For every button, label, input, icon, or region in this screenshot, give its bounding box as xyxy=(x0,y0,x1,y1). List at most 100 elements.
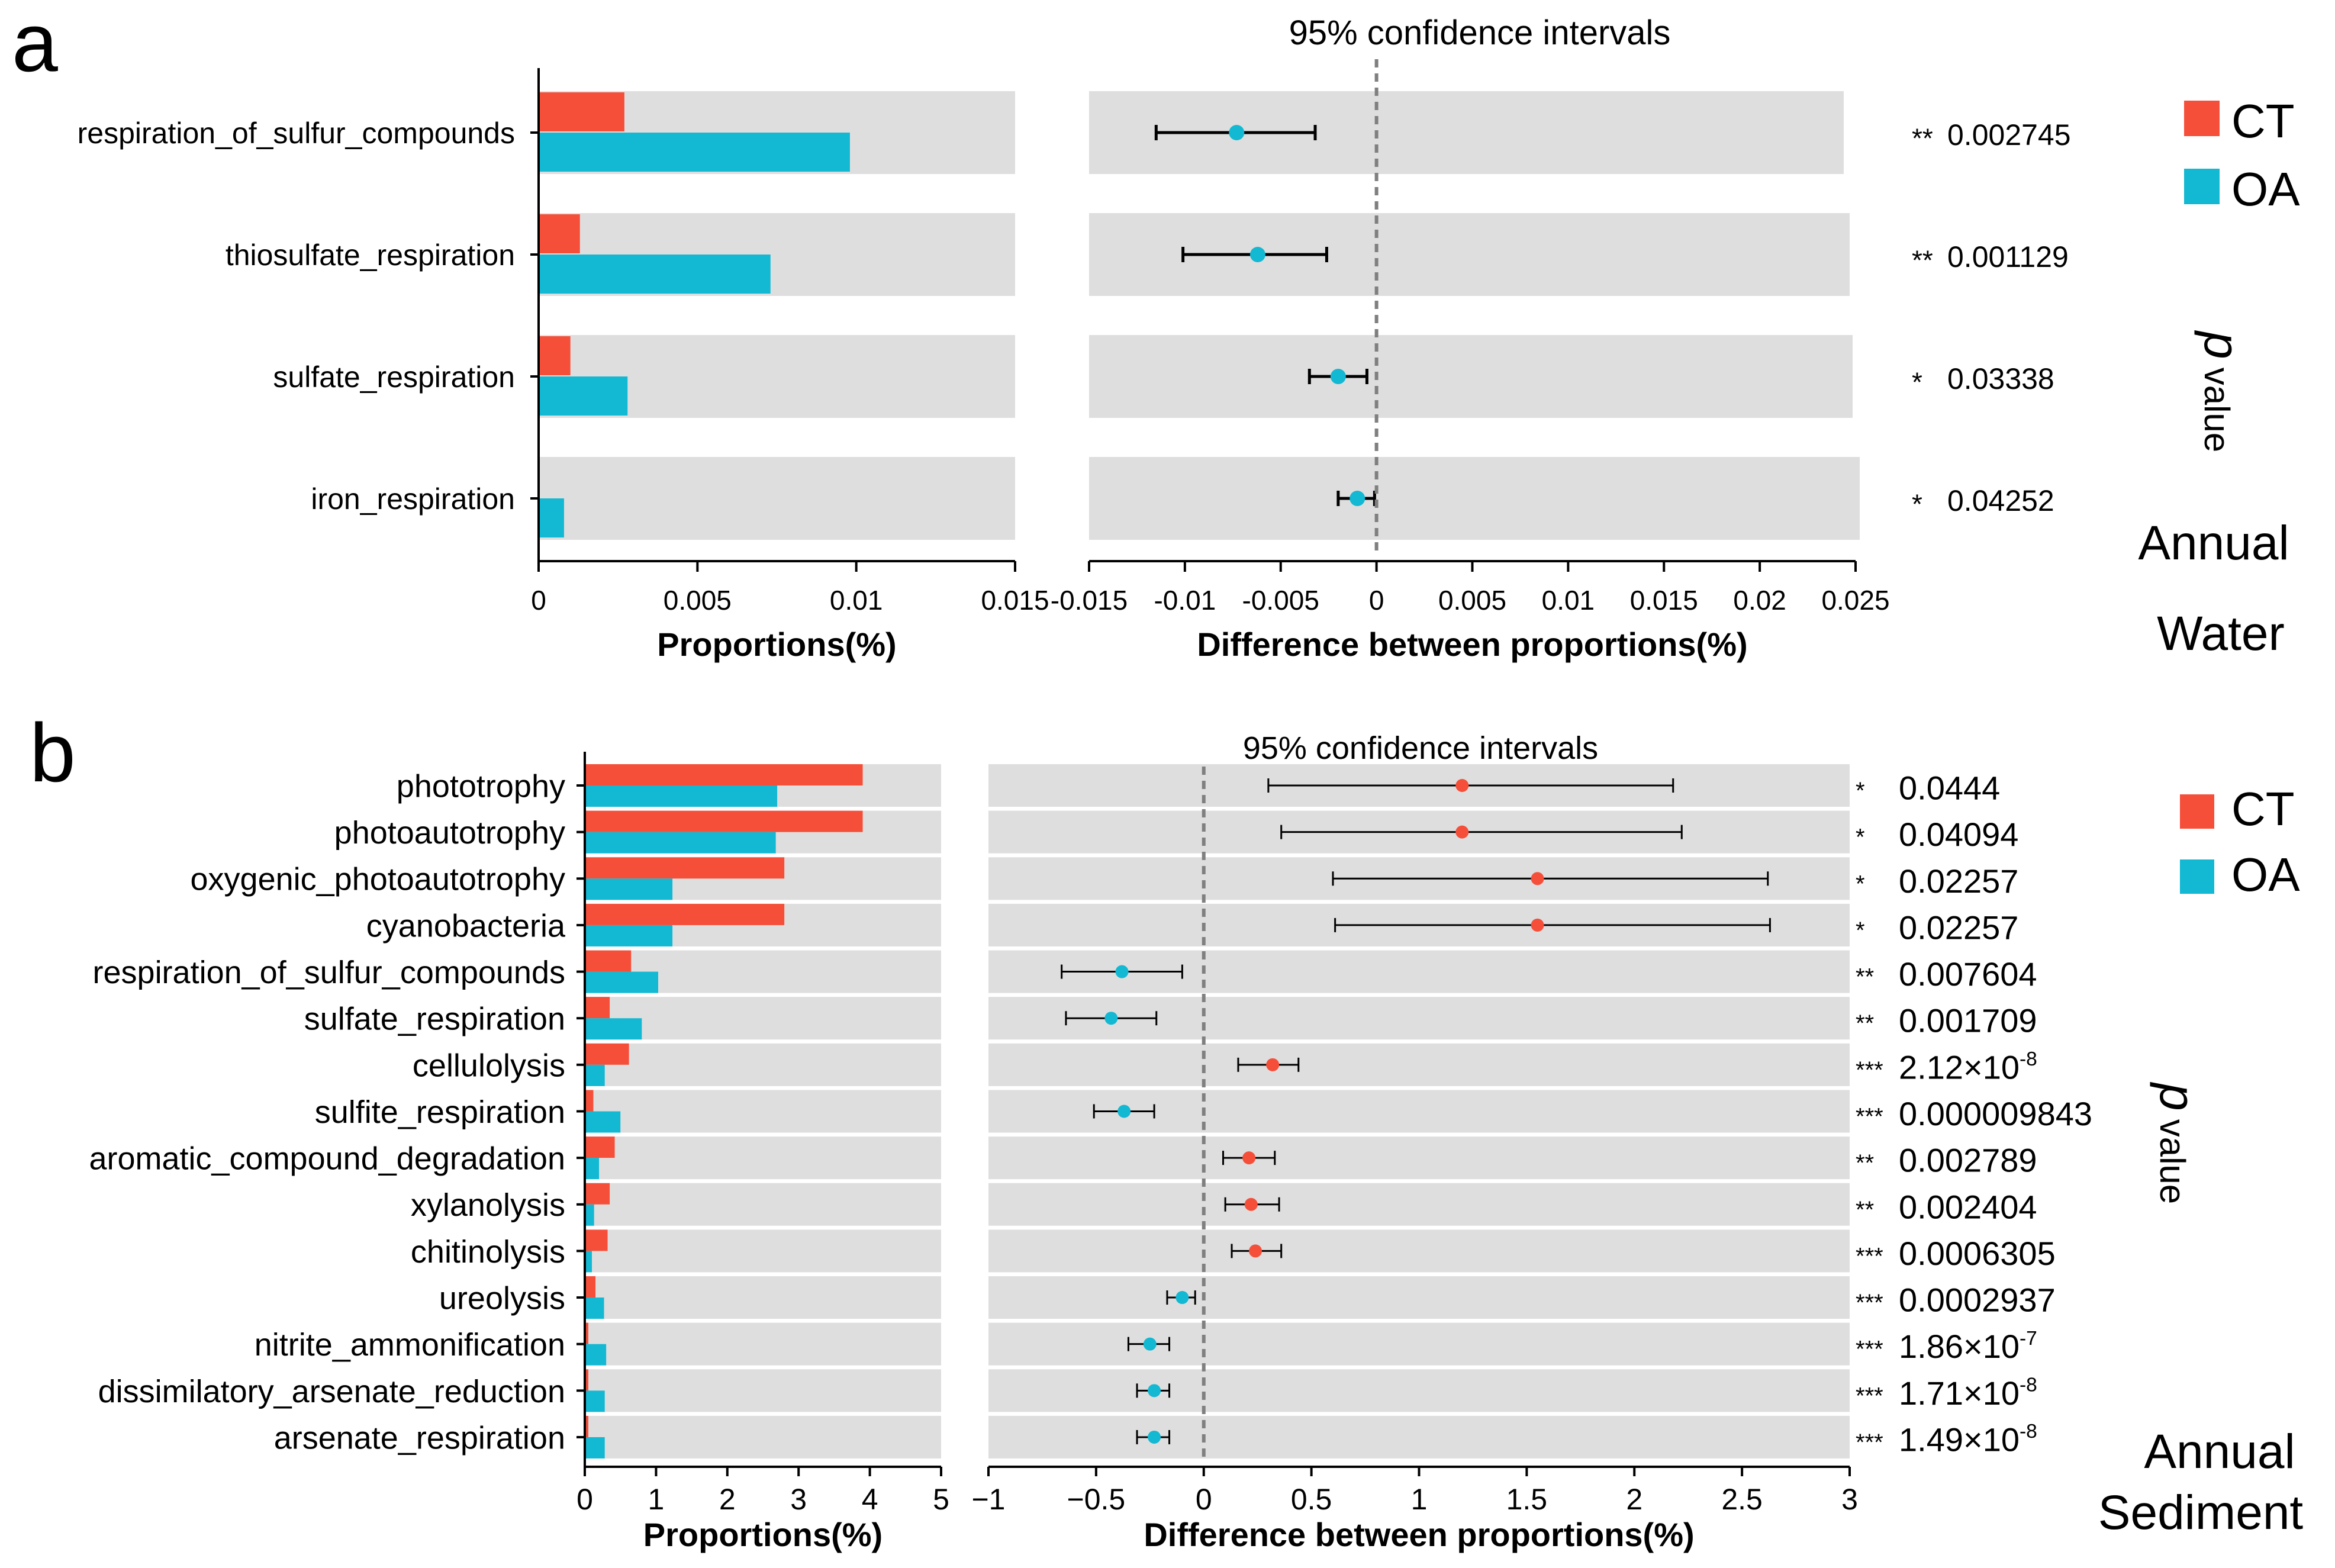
prop-tick-label: 4 xyxy=(862,1483,878,1516)
row-background-left xyxy=(585,1183,941,1226)
diff-tick-label: 0 xyxy=(1369,585,1384,616)
row-background-right xyxy=(988,1183,1850,1226)
diff-point xyxy=(1350,491,1365,506)
significance-stars: *** xyxy=(1856,1057,1883,1083)
p-value: 0.04252 xyxy=(1947,484,2054,517)
bar-oa xyxy=(585,785,778,807)
bar-oa xyxy=(585,1111,621,1133)
bar-oa xyxy=(585,1204,594,1226)
bar-oa xyxy=(585,1344,607,1366)
bar-ct xyxy=(539,214,580,253)
category-label: thiosulfate_respiration xyxy=(226,239,515,272)
diff-point xyxy=(1104,1012,1118,1025)
significance-stars: *** xyxy=(1856,1429,1883,1456)
prop-tick-label: 0.005 xyxy=(664,585,732,616)
prop-tick-label: 0 xyxy=(576,1483,593,1516)
bar-ct xyxy=(585,1369,589,1391)
ci-title: 95% confidence intervals xyxy=(1289,14,1671,52)
diff-tick-label: 3 xyxy=(1841,1483,1858,1516)
bar-oa xyxy=(539,255,771,294)
diff-point xyxy=(1531,872,1544,886)
diff-tick-label: −1 xyxy=(971,1483,1005,1516)
diff-point xyxy=(1249,1244,1262,1258)
row-background-left xyxy=(585,1322,941,1366)
category-label: nitrite_ammonification xyxy=(255,1327,565,1363)
significance-stars: *** xyxy=(1856,1383,1883,1409)
prop-tick-label: 0.015 xyxy=(981,585,1049,616)
significance-stars: * xyxy=(1912,488,1922,519)
category-label: chitinolysis xyxy=(411,1234,565,1270)
p-value-exponent: -8 xyxy=(2020,1421,2037,1443)
diff-point xyxy=(1115,965,1129,978)
p-value-exponent: -8 xyxy=(2020,1374,2037,1396)
diff-tick-label: -0.005 xyxy=(1242,585,1319,616)
category-label: arsenate_respiration xyxy=(274,1420,565,1456)
prop-tick-label: 1 xyxy=(648,1483,664,1516)
p-value: 0.001129 xyxy=(1947,240,2069,273)
legend-ct-label: CT xyxy=(2231,95,2295,147)
p-value: 0.000009843 xyxy=(1899,1095,2092,1132)
diff-point xyxy=(1229,125,1245,140)
significance-stars: ** xyxy=(1856,964,1874,990)
side-label-line1: Annual xyxy=(2144,1425,2295,1479)
side-label-line2: Sediment xyxy=(2098,1486,2304,1540)
bar-ct xyxy=(585,1276,596,1298)
category-label: xylanolysis xyxy=(411,1187,565,1223)
bar-ct xyxy=(585,1043,629,1065)
row-background-left xyxy=(585,1369,941,1412)
category-label: photoautotrophy xyxy=(334,815,565,851)
legend-oa-label: OA xyxy=(2231,848,2300,901)
bar-oa xyxy=(539,133,850,172)
bar-oa xyxy=(585,925,673,946)
p-value: 2.12×10-8 xyxy=(1899,1048,2037,1086)
diff-tick-label: 0.015 xyxy=(1630,585,1698,616)
p-value: 0.002789 xyxy=(1899,1142,2037,1179)
row-background-left xyxy=(585,1136,941,1180)
p-value: 0.001709 xyxy=(1899,1002,2037,1039)
diff-tick-label: 1 xyxy=(1411,1483,1428,1516)
category-label: sulfate_respiration xyxy=(273,360,515,394)
row-background-right xyxy=(988,1229,1850,1273)
diff-point xyxy=(1148,1384,1161,1398)
row-background-left xyxy=(585,1415,941,1458)
p-value: 0.002745 xyxy=(1947,118,2071,152)
row-background-right xyxy=(988,1415,1850,1458)
row-background-right xyxy=(988,1322,1850,1366)
bar-ct xyxy=(585,1322,589,1344)
row-background-left xyxy=(585,1043,941,1086)
prop-tick-label: 0 xyxy=(531,585,546,616)
category-label: respiration_of_sulfur_compounds xyxy=(93,955,565,990)
category-label: aromatic_compound_degradation xyxy=(89,1141,565,1177)
bar-oa xyxy=(585,832,776,854)
diff-point xyxy=(1175,1291,1189,1305)
category-label: dissimilatory_arsenate_reduction xyxy=(98,1374,565,1409)
significance-stars: ** xyxy=(1856,1197,1874,1223)
legend-ct-swatch xyxy=(2180,794,2214,829)
row-background-right xyxy=(988,1369,1850,1412)
p-value: 0.02257 xyxy=(1899,862,2018,900)
diff-tick-label: -0.015 xyxy=(1051,585,1128,616)
diff-point xyxy=(1244,1197,1258,1211)
bar-ct xyxy=(585,1183,610,1205)
diff-xlabel: Difference between proportions(%) xyxy=(1197,626,1747,663)
side-label-line1: Annual xyxy=(2138,516,2289,570)
bar-ct xyxy=(585,810,863,832)
row-background-left xyxy=(585,1090,941,1133)
significance-stars: * xyxy=(1856,917,1865,944)
diff-tick-label: 0.5 xyxy=(1291,1483,1332,1516)
diff-point xyxy=(1455,779,1469,792)
p-value: 0.002404 xyxy=(1899,1188,2037,1225)
legend-ct-label: CT xyxy=(2231,783,2295,835)
bar-ct xyxy=(585,950,632,972)
diff-tick-label: 1.5 xyxy=(1506,1483,1548,1516)
diff-point xyxy=(1330,369,1346,384)
prop-tick-label: 0.01 xyxy=(830,585,883,616)
bar-oa xyxy=(585,971,659,993)
bar-oa xyxy=(585,1251,592,1273)
legend-oa-label: OA xyxy=(2231,163,2300,215)
significance-stars: * xyxy=(1912,366,1922,397)
category-label: cellulolysis xyxy=(413,1048,565,1083)
p-value-exponent: -7 xyxy=(2020,1328,2037,1350)
diff-tick-label: 2 xyxy=(1626,1483,1642,1516)
row-background-right xyxy=(1089,335,1853,418)
